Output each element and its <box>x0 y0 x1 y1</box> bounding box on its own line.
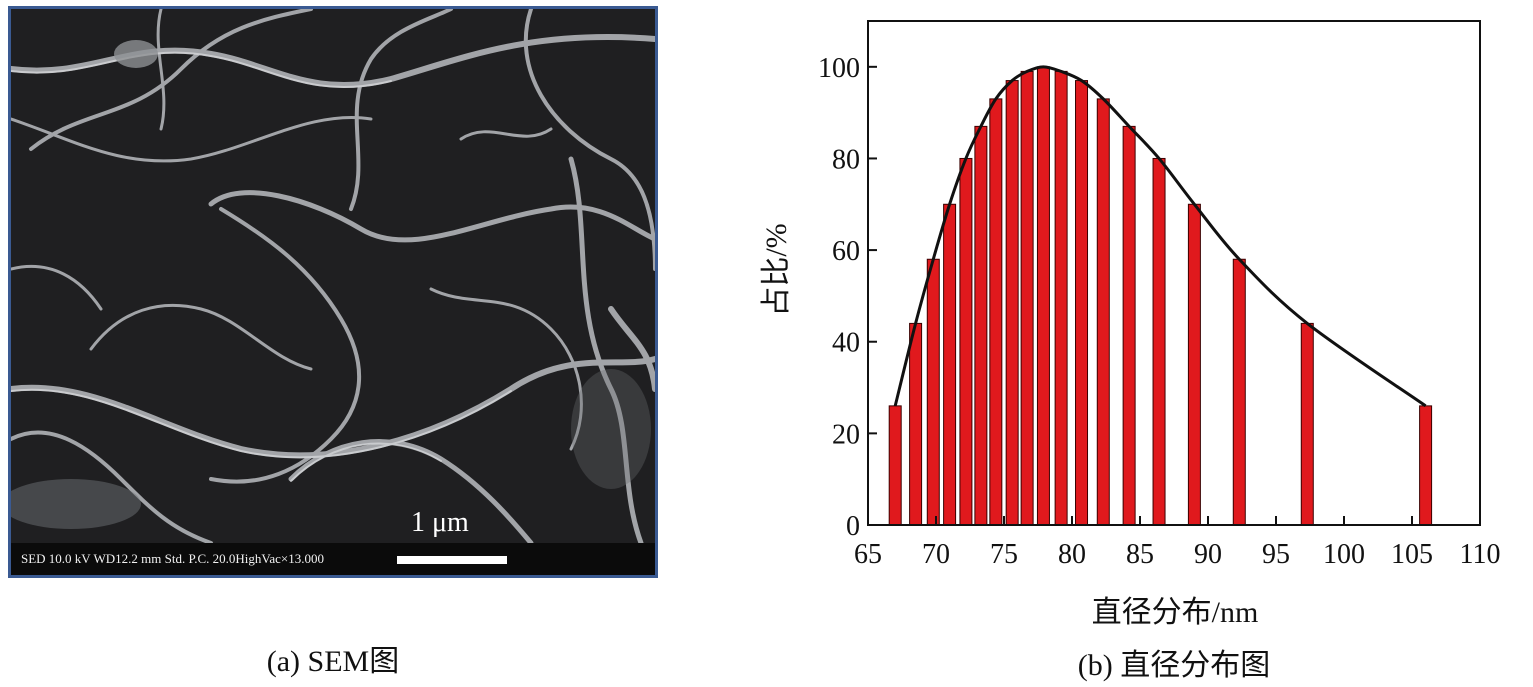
bar-18 <box>1419 405 1433 526</box>
bar-14 <box>1152 157 1166 526</box>
bar-3 <box>943 203 957 526</box>
y-tick-label-0: 0 <box>846 511 860 542</box>
bar-11 <box>1075 80 1089 526</box>
x-tick-label-5: 90 <box>1194 539 1222 570</box>
x-tick-label-9: 110 <box>1460 539 1501 570</box>
y-tick-label-4: 80 <box>832 144 860 175</box>
y-axis-title: 占比/% <box>760 223 793 316</box>
bar-2 <box>926 258 940 526</box>
sem-micrograph <box>11 9 655 543</box>
bar-0 <box>888 405 902 526</box>
x-tick-label-6: 95 <box>1262 539 1290 570</box>
bar-1 <box>909 322 923 526</box>
scale-bar-label: 1 μm <box>411 507 469 538</box>
sem-info-bar: SED 10.0 kV WD12.2 mm Std. P.C. 20.0High… <box>11 543 655 575</box>
caption-a: (a) SEM图 <box>266 645 400 678</box>
x-tick-label-4: 85 <box>1126 539 1154 570</box>
scale-bar <box>397 556 507 564</box>
bar-13 <box>1122 125 1136 526</box>
bar-6 <box>989 98 1003 526</box>
x-tick-label-8: 105 <box>1391 539 1433 570</box>
plot-frame <box>867 20 1481 526</box>
x-tick-label-7: 100 <box>1323 539 1365 570</box>
bar-5 <box>974 125 988 526</box>
x-tick-label-1: 70 <box>922 539 950 570</box>
bar-17 <box>1300 322 1314 526</box>
y-tick-label-5: 100 <box>818 53 860 84</box>
bar-9 <box>1036 66 1050 526</box>
x-tick-label-0: 65 <box>854 539 882 570</box>
bar-12 <box>1096 98 1110 526</box>
y-tick-label-2: 40 <box>832 328 860 359</box>
caption-b: (b) 直径分布图 <box>1077 649 1271 682</box>
bar-10 <box>1054 70 1068 526</box>
bar-16 <box>1232 258 1246 526</box>
bar-8 <box>1020 70 1034 526</box>
bar-7 <box>1005 80 1019 526</box>
y-tick-label-3: 60 <box>832 236 860 267</box>
sem-image-panel: SED 10.0 kV WD12.2 mm Std. P.C. 20.0High… <box>8 6 658 578</box>
x-tick-label-3: 80 <box>1058 539 1086 570</box>
bar-4 <box>959 157 973 526</box>
y-tick-label-1: 20 <box>832 419 860 450</box>
sem-info-text: SED 10.0 kV WD12.2 mm Std. P.C. 20.0High… <box>21 551 324 566</box>
fit-curve <box>893 65 1427 408</box>
bar-15 <box>1187 203 1201 526</box>
x-axis-title: 直径分布/nm <box>1092 596 1259 629</box>
x-tick-label-2: 75 <box>990 539 1018 570</box>
